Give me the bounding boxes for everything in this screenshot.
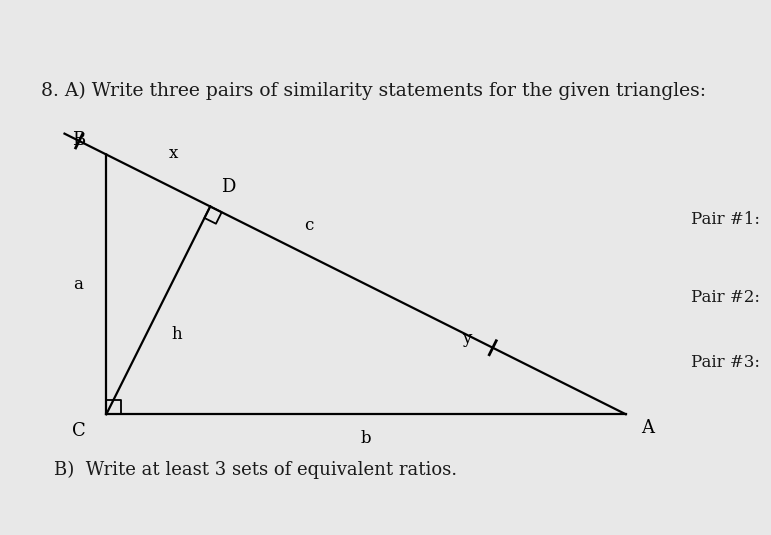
Text: Pair #1:: Pair #1: — [691, 211, 759, 228]
Text: Pair #3:: Pair #3: — [691, 354, 759, 371]
Text: h: h — [171, 326, 182, 343]
Text: B: B — [72, 131, 86, 149]
Text: Pair #2:: Pair #2: — [691, 289, 759, 306]
Text: b: b — [361, 430, 372, 447]
Text: 8. A) Write three pairs of similarity statements for the given triangles:: 8. A) Write three pairs of similarity st… — [42, 82, 706, 100]
Text: c: c — [305, 217, 314, 234]
Text: D: D — [221, 178, 235, 196]
Text: B)  Write at least 3 sets of equivalent ratios.: B) Write at least 3 sets of equivalent r… — [55, 461, 457, 479]
Text: C: C — [72, 422, 86, 440]
Text: A: A — [641, 419, 655, 438]
Text: y: y — [462, 330, 471, 347]
Text: x: x — [169, 146, 179, 162]
Text: a: a — [73, 276, 83, 293]
